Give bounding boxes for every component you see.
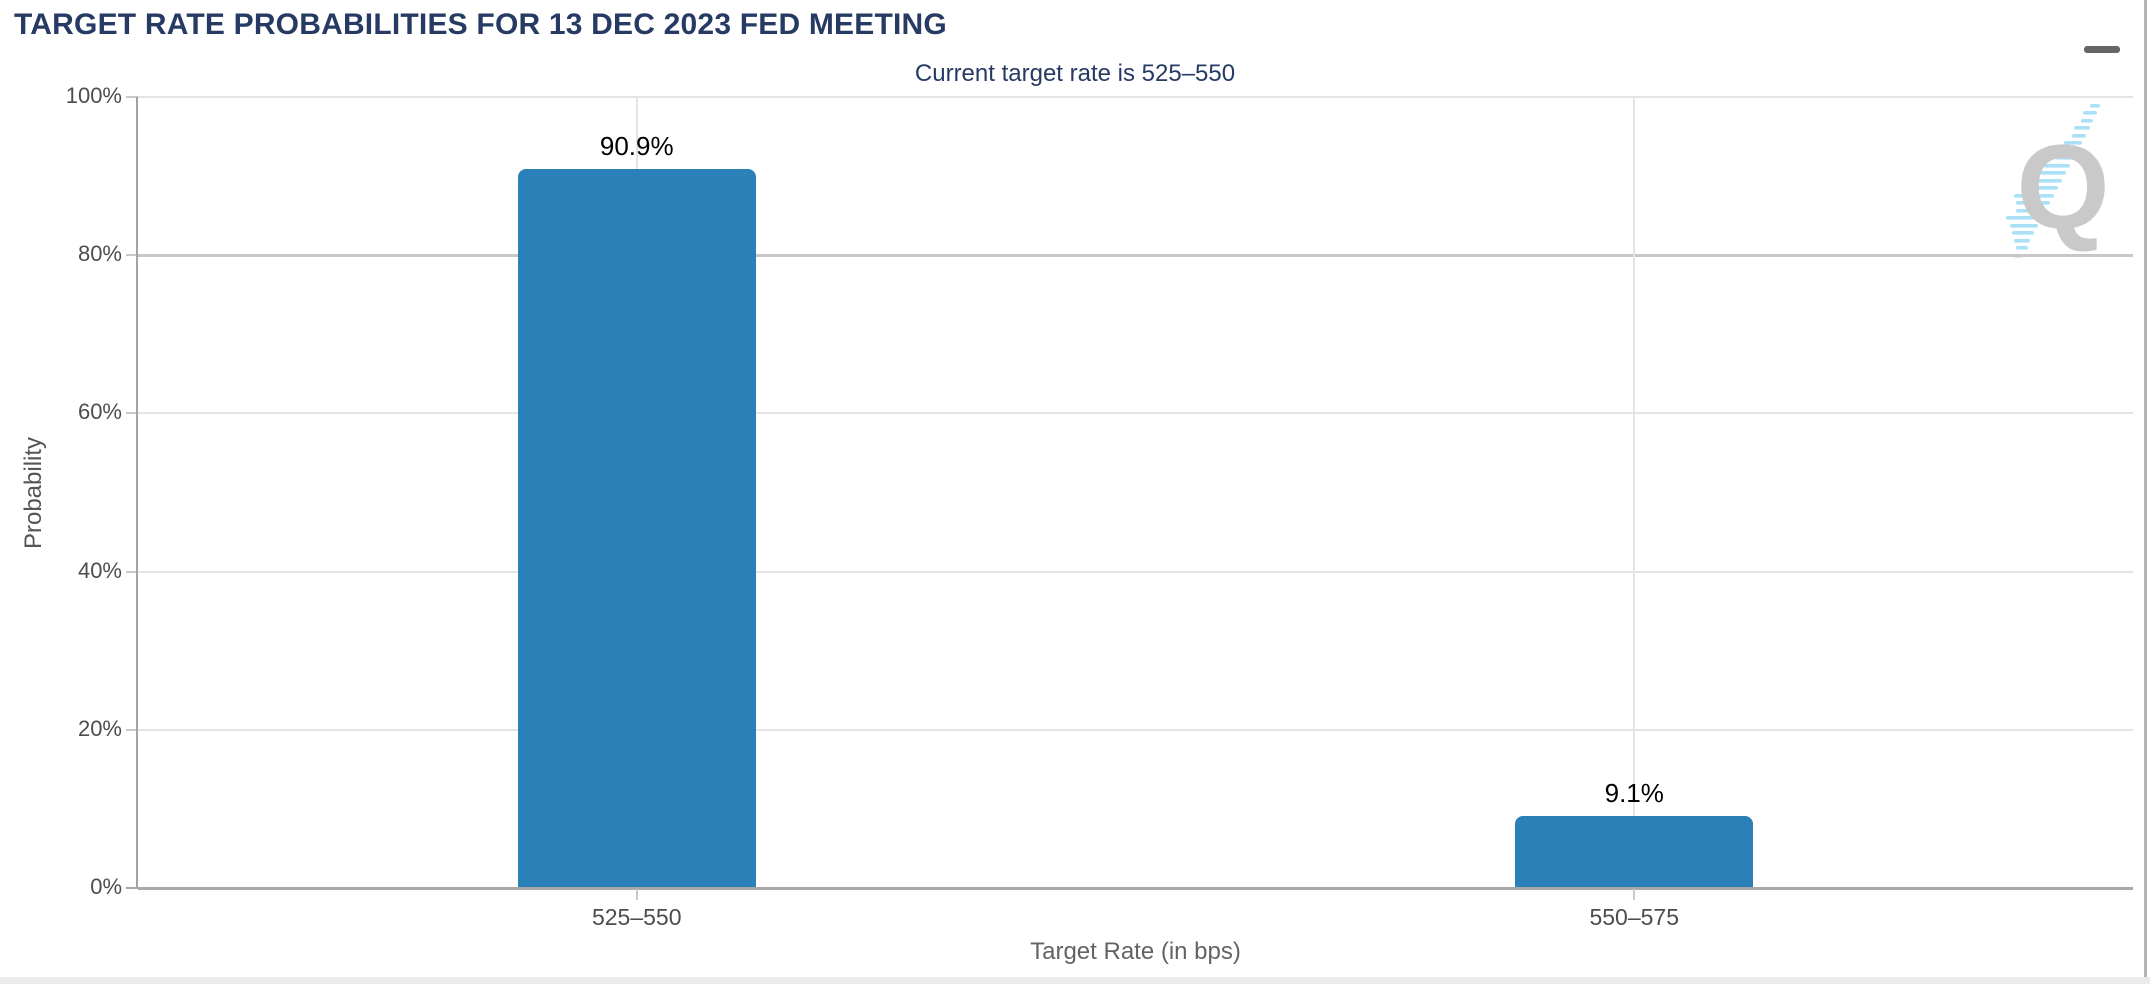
- y-axis-line: [136, 97, 138, 888]
- y-axis-tick-label: 40%: [77, 557, 122, 583]
- y-axis-tick: [126, 254, 138, 257]
- h-gridline: [138, 728, 2133, 731]
- x-axis-tick-label: 550–575: [1589, 904, 1680, 930]
- quikstrike-watermark: Q: [2006, 104, 2110, 258]
- h-gridline: [138, 96, 2133, 98]
- bar-525–550[interactable]: [517, 168, 756, 888]
- h-gridline: [138, 570, 2133, 573]
- bar-value-label: 90.9%: [599, 130, 674, 161]
- page-right-border: [2144, 0, 2147, 984]
- y-axis-tick: [126, 96, 138, 98]
- y-axis-tick-label: 80%: [77, 241, 122, 267]
- v-gridline: [1633, 97, 1636, 888]
- h-gridline: [138, 412, 2133, 415]
- y-axis-tick-label: 0%: [90, 874, 122, 899]
- y-axis-tick: [126, 570, 138, 573]
- x-axis-baseline: [138, 886, 2133, 890]
- page-bottom-strip: [0, 977, 2150, 984]
- chart-title: TARGET RATE PROBABILITIES FOR 13 DEC 202…: [14, 8, 947, 41]
- y-axis-tick: [126, 412, 138, 415]
- y-axis-title: Probability: [20, 436, 47, 550]
- y-axis-tick: [126, 887, 138, 889]
- chart-subtitle: Current target rate is 525–550: [914, 60, 1236, 87]
- y-axis-tick-label: 100%: [65, 83, 122, 108]
- x-axis-tick: [1633, 889, 1636, 900]
- bar-550–575[interactable]: [1515, 816, 1754, 888]
- x-axis-tick: [635, 889, 638, 900]
- x-axis-tick-label: 525–550: [591, 904, 682, 930]
- y-axis-tick-label: 20%: [77, 715, 122, 741]
- watermark-swoosh: [2006, 104, 2100, 258]
- watermark-q-letter: Q: [2016, 120, 2109, 254]
- bar-value-label: 9.1%: [1604, 778, 1664, 809]
- h-gridline: [138, 253, 2133, 257]
- x-axis-title: Target Rate (in bps): [1030, 938, 1241, 965]
- y-axis-tick-label: 60%: [77, 399, 122, 425]
- y-axis-tick: [126, 728, 138, 731]
- chart-context-menu-button[interactable]: [2084, 28, 2128, 64]
